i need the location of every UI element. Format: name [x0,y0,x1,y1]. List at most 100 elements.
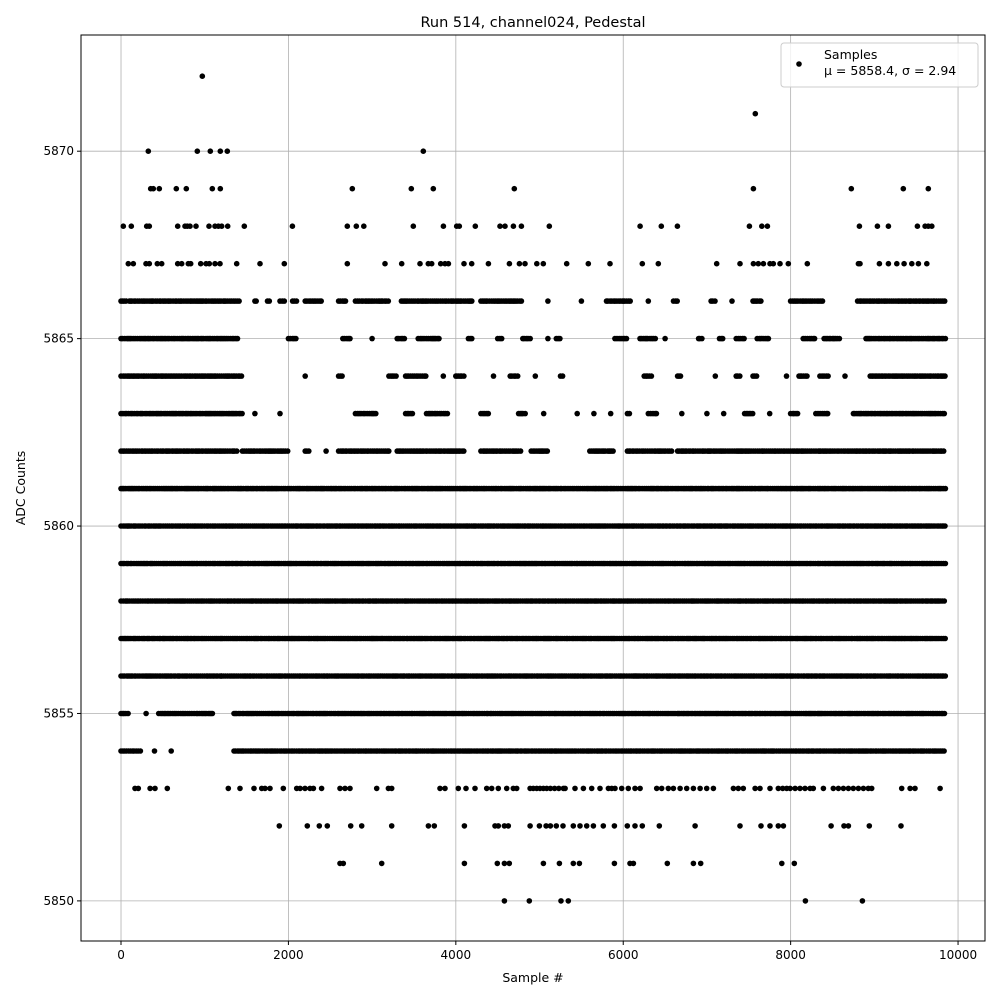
data-point [760,260,767,267]
data-point [310,785,317,792]
data-point [483,785,490,792]
data-point [506,860,513,867]
data-point [940,448,947,454]
data-point [183,185,190,192]
data-point [143,710,149,717]
data-point [145,148,152,154]
data-point [340,860,347,867]
data-point [495,785,502,792]
data-point [677,785,683,792]
data-point [719,335,726,342]
data-point [401,335,408,342]
data-points [118,73,949,904]
data-point [461,823,468,829]
data-point [488,785,495,792]
data-point [874,223,881,229]
data-point [513,785,520,792]
data-point [658,223,665,229]
data-point [293,335,299,342]
data-point [856,223,863,229]
data-point [652,335,659,342]
data-point [679,410,685,417]
data-point [632,823,638,829]
data-point [565,898,572,904]
data-point [546,223,553,229]
data-point [710,785,717,792]
data-point [664,860,671,867]
data-point [430,185,437,192]
data-point [252,410,258,417]
data-point [758,823,764,829]
data-point [225,785,232,792]
data-point [347,785,353,792]
data-point [588,785,595,792]
data-point [703,785,710,792]
data-point [388,823,395,829]
data-point [885,223,892,229]
data-point [224,223,231,229]
data-point [777,260,783,267]
data-point [353,223,360,229]
data-point [894,260,900,267]
data-point [901,260,907,267]
data-point [534,260,540,267]
data-point [382,260,388,267]
data-point [444,410,451,417]
data-point [876,260,883,267]
data-point [511,185,518,192]
data-point [558,898,564,904]
data-point [174,223,181,229]
data-point [197,260,204,267]
data-point [607,410,614,417]
data-point [704,410,710,417]
data-point [378,860,385,867]
data-point [417,260,423,267]
data-point [545,335,551,342]
data-point [779,785,786,792]
data-point [514,373,521,379]
data-point [811,335,818,342]
data-point [437,260,444,267]
data-point [423,373,429,379]
data-point [597,785,603,792]
data-point [730,785,737,792]
data-point [547,785,554,792]
data-point [662,335,668,342]
data-point [540,410,547,417]
data-point [787,785,793,792]
data-point [187,260,194,267]
data-point [859,898,866,904]
data-point [720,410,727,417]
data-point [516,260,523,267]
data-point [388,785,395,792]
data-point [941,410,948,417]
data-point [898,785,905,792]
data-point [585,260,592,267]
data-point [759,223,765,229]
data-point [556,785,562,792]
data-point [804,260,811,267]
data-point [563,260,570,267]
data-point [690,785,697,792]
data-point [347,823,354,829]
data-point [461,448,467,454]
data-point [779,860,785,867]
data-point [794,410,801,417]
data-point [522,410,528,417]
data-point [557,335,563,342]
data-point [770,260,777,267]
data-point [866,823,873,829]
data-point [590,823,597,829]
data-point [152,785,158,792]
data-point [848,185,855,192]
data-point [624,823,631,829]
data-point [577,823,583,829]
data-point [206,223,212,229]
data-point [783,373,790,379]
data-point [147,785,153,792]
data-point [501,860,508,867]
data-point [610,448,616,454]
data-point [445,260,452,267]
data-point [842,373,848,379]
data-point [386,448,392,454]
